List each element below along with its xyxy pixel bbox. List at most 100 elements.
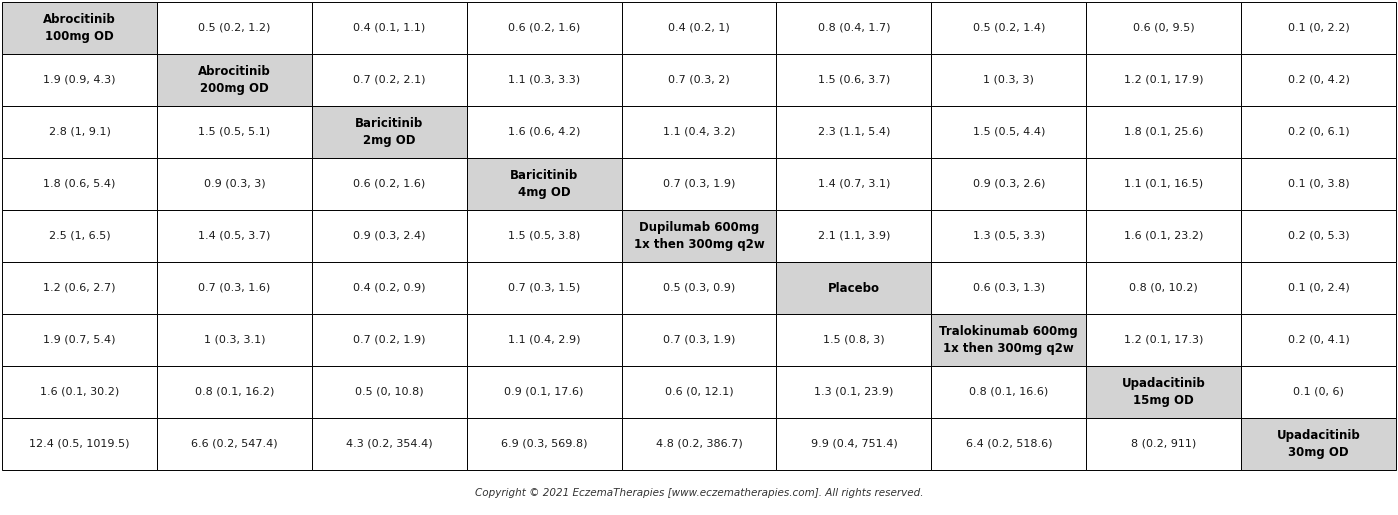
Text: 6.6 (0.2, 547.4): 6.6 (0.2, 547.4) [192,439,278,449]
Text: 0.2 (0, 5.3): 0.2 (0, 5.3) [1288,231,1349,241]
Text: 1.5 (0.6, 3.7): 1.5 (0.6, 3.7) [818,75,891,85]
Text: 1 (0.3, 3.1): 1 (0.3, 3.1) [204,335,266,345]
Text: Abrocitinib
100mg OD: Abrocitinib 100mg OD [43,13,116,43]
Bar [312,262,467,314]
Bar [1,262,157,314]
Bar [622,366,776,418]
Bar [467,210,622,262]
Bar [1241,106,1397,158]
Bar [467,158,622,210]
Bar [1086,106,1241,158]
Bar [157,418,312,470]
Text: 0.6 (0, 9.5): 0.6 (0, 9.5) [1132,23,1194,33]
Bar [1241,158,1397,210]
Text: 0.8 (0.1, 16.6): 0.8 (0.1, 16.6) [969,387,1048,397]
Bar [312,2,467,54]
Bar [1241,262,1397,314]
Text: 1.8 (0.1, 25.6): 1.8 (0.1, 25.6) [1124,127,1204,137]
Bar [157,106,312,158]
Text: 1.4 (0.7, 3.1): 1.4 (0.7, 3.1) [818,179,891,189]
Text: Upadacitinib
30mg OD: Upadacitinib 30mg OD [1276,429,1360,459]
Text: 1.5 (0.5, 3.8): 1.5 (0.5, 3.8) [507,231,580,241]
Text: 2.8 (1, 9.1): 2.8 (1, 9.1) [49,127,110,137]
Text: Copyright © 2021 EczemaTherapies [www.eczematherapies.com]. All rights reserved.: Copyright © 2021 EczemaTherapies [www.ec… [475,488,923,497]
Text: 0.1 (0, 6): 0.1 (0, 6) [1293,387,1343,397]
Text: 0.9 (0.3, 2.6): 0.9 (0.3, 2.6) [973,179,1044,189]
Text: 0.7 (0.3, 2): 0.7 (0.3, 2) [668,75,730,85]
Bar [1086,54,1241,106]
Bar [622,2,776,54]
Bar [157,210,312,262]
Text: 0.8 (0.4, 1.7): 0.8 (0.4, 1.7) [818,23,891,33]
Text: 0.7 (0.3, 1.9): 0.7 (0.3, 1.9) [663,335,735,345]
Bar [622,158,776,210]
Text: 1.6 (0.6, 4.2): 1.6 (0.6, 4.2) [507,127,580,137]
Text: 0.5 (0.2, 1.4): 0.5 (0.2, 1.4) [973,23,1044,33]
Bar [931,158,1086,210]
Bar [931,210,1086,262]
Bar [467,106,622,158]
Bar [1241,418,1397,470]
Bar [776,106,931,158]
Text: 1.1 (0.4, 2.9): 1.1 (0.4, 2.9) [507,335,580,345]
Bar [1086,262,1241,314]
Bar [467,54,622,106]
Text: Dupilumab 600mg
1x then 300mg q2w: Dupilumab 600mg 1x then 300mg q2w [633,221,765,251]
Bar [1086,158,1241,210]
Text: 1.2 (0.1, 17.3): 1.2 (0.1, 17.3) [1124,335,1204,345]
Text: 1.5 (0.5, 4.4): 1.5 (0.5, 4.4) [973,127,1044,137]
Bar [1,314,157,366]
Text: 0.7 (0.3, 1.5): 0.7 (0.3, 1.5) [507,283,580,293]
Text: 2.5 (1, 6.5): 2.5 (1, 6.5) [49,231,110,241]
Bar [312,314,467,366]
Bar [1,210,157,262]
Bar [1,158,157,210]
Text: 0.5 (0.2, 1.2): 0.5 (0.2, 1.2) [199,23,271,33]
Bar [1086,314,1241,366]
Text: 1.1 (0.4, 3.2): 1.1 (0.4, 3.2) [663,127,735,137]
Bar [931,366,1086,418]
Bar [776,2,931,54]
Bar [776,366,931,418]
Text: 1.3 (0.5, 3.3): 1.3 (0.5, 3.3) [973,231,1044,241]
Bar [157,366,312,418]
Bar [1,54,157,106]
Bar [312,210,467,262]
Text: 0.8 (0, 10.2): 0.8 (0, 10.2) [1130,283,1198,293]
Bar [931,2,1086,54]
Text: 1.9 (0.9, 4.3): 1.9 (0.9, 4.3) [43,75,116,85]
Text: 0.9 (0.1, 17.6): 0.9 (0.1, 17.6) [505,387,584,397]
Bar [622,54,776,106]
Text: 9.9 (0.4, 751.4): 9.9 (0.4, 751.4) [811,439,898,449]
Text: 8 (0.2, 911): 8 (0.2, 911) [1131,439,1197,449]
Bar [776,262,931,314]
Text: 1.5 (0.8, 3): 1.5 (0.8, 3) [823,335,885,345]
Text: 1.3 (0.1, 23.9): 1.3 (0.1, 23.9) [814,387,893,397]
Text: 1.6 (0.1, 23.2): 1.6 (0.1, 23.2) [1124,231,1204,241]
Text: 0.6 (0.2, 1.6): 0.6 (0.2, 1.6) [507,23,580,33]
Bar [1086,366,1241,418]
Bar [1241,366,1397,418]
Text: 2.1 (1.1, 3.9): 2.1 (1.1, 3.9) [818,231,891,241]
Text: 0.2 (0, 4.2): 0.2 (0, 4.2) [1288,75,1349,85]
Bar [157,54,312,106]
Bar [467,2,622,54]
Bar [776,314,931,366]
Bar [776,418,931,470]
Text: 0.7 (0.2, 1.9): 0.7 (0.2, 1.9) [352,335,425,345]
Bar [312,158,467,210]
Bar [931,262,1086,314]
Bar [312,366,467,418]
Bar [1086,418,1241,470]
Bar [622,314,776,366]
Text: 1.6 (0.1, 30.2): 1.6 (0.1, 30.2) [39,387,119,397]
Text: 4.8 (0.2, 386.7): 4.8 (0.2, 386.7) [656,439,742,449]
Bar [157,158,312,210]
Bar [931,418,1086,470]
Text: 0.6 (0.2, 1.6): 0.6 (0.2, 1.6) [354,179,425,189]
Bar [776,158,931,210]
Text: 1.1 (0.3, 3.3): 1.1 (0.3, 3.3) [507,75,580,85]
Text: Abrocitinib
200mg OD: Abrocitinib 200mg OD [199,65,271,95]
Text: 4.3 (0.2, 354.4): 4.3 (0.2, 354.4) [345,439,432,449]
Bar [467,418,622,470]
